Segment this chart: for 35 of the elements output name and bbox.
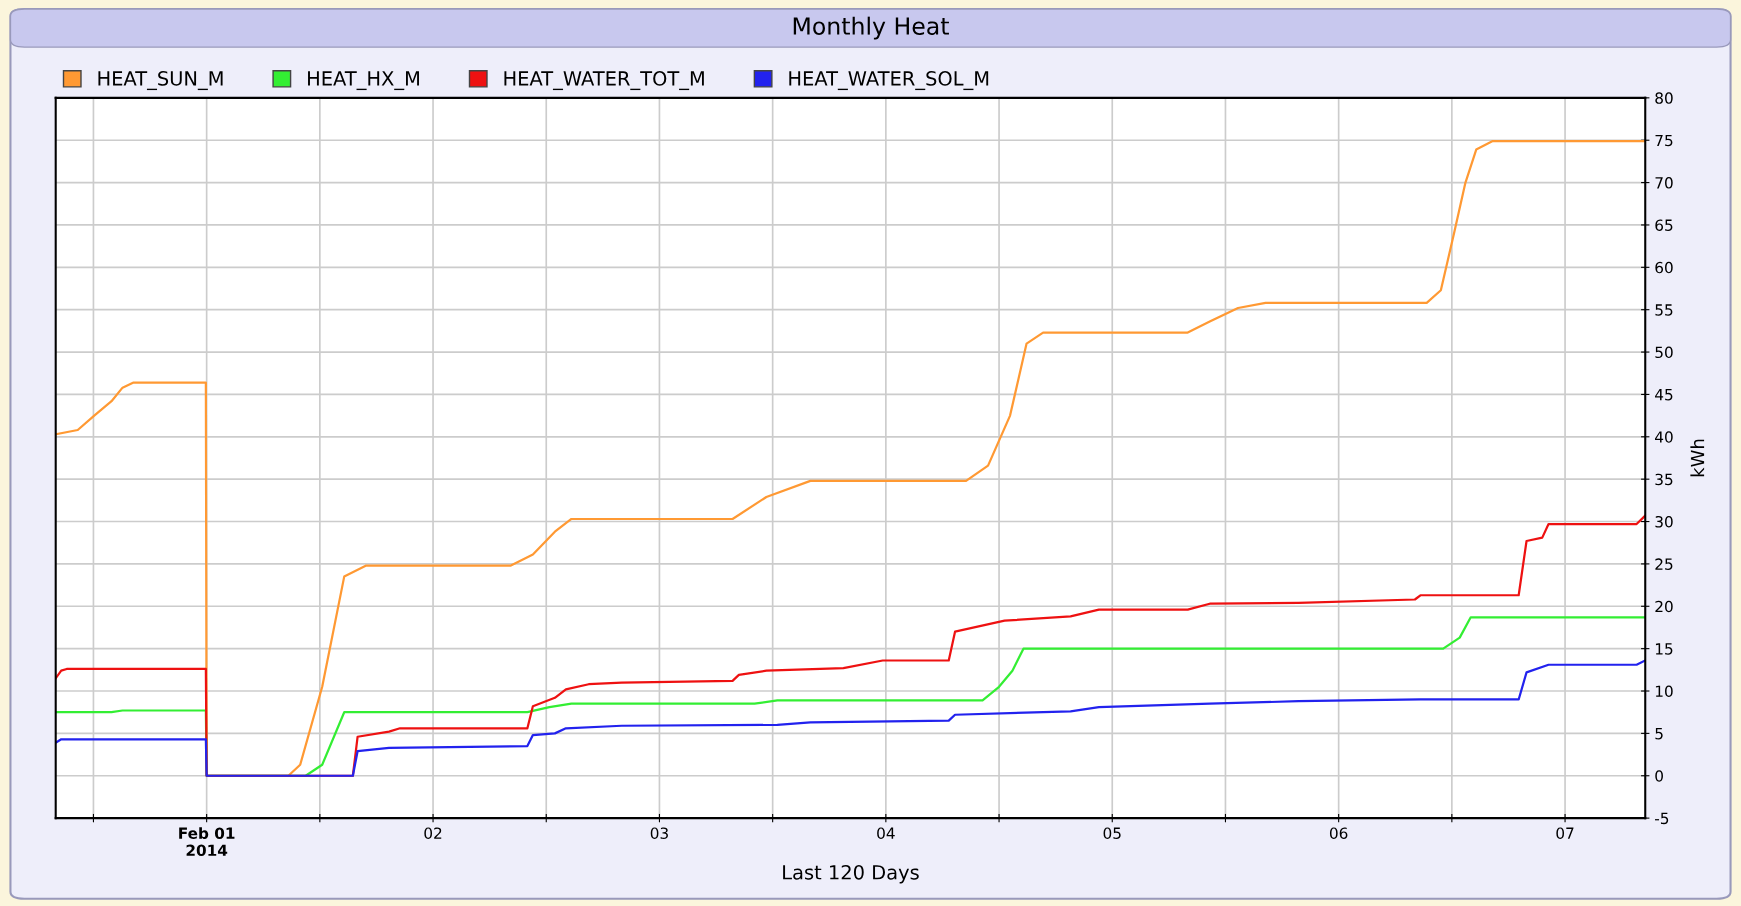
legend-label: HEAT_WATER_TOT_M <box>504 71 704 91</box>
x-tick-label: 06 <box>1329 827 1348 839</box>
y-tick-label: 55 <box>1655 304 1673 316</box>
legend-label: HEAT_WATER_SOL_M <box>789 71 989 91</box>
x-axis-title: Last 120 Days <box>783 864 919 884</box>
y-tick-label: -5 <box>1655 812 1669 825</box>
x-tick-label: 07 <box>1556 827 1574 839</box>
y-tick-label: 50 <box>1655 346 1673 359</box>
legend-label: HEAT_SUN_M <box>98 71 223 91</box>
y-tick-label: 80 <box>1655 92 1673 104</box>
y-tick-label: 10 <box>1655 685 1673 698</box>
y-tick-label: 30 <box>1655 516 1673 528</box>
chart-title: Monthly Heat <box>793 16 949 40</box>
y-axis-title: kWh <box>1690 439 1705 477</box>
y-tick-label: 35 <box>1655 473 1673 486</box>
y-tick-label: 75 <box>1655 134 1673 147</box>
x-tick-label: Feb 01 2014 <box>179 827 235 857</box>
y-tick-label: 0 <box>1655 770 1663 782</box>
line-series <box>55 659 1646 777</box>
y-tick-label: 15 <box>1655 643 1673 655</box>
y-tick-label: 25 <box>1655 558 1673 570</box>
legend-label: HEAT_HX_M <box>308 71 419 91</box>
y-tick-label: 60 <box>1655 261 1673 274</box>
x-tick-label: 04 <box>877 827 895 839</box>
x-tick-label: 03 <box>650 827 668 839</box>
y-tick-label: 45 <box>1655 389 1673 401</box>
line-series <box>55 139 1646 777</box>
y-tick-label: 5 <box>1655 728 1663 740</box>
y-tick-label: 70 <box>1655 177 1673 189</box>
y-tick-label: 40 <box>1655 431 1673 443</box>
x-tick-label: 05 <box>1103 827 1121 839</box>
line-series <box>55 616 1646 777</box>
y-tick-label: 65 <box>1655 219 1673 231</box>
y-tick-label: 20 <box>1655 600 1673 613</box>
x-tick-label: 02 <box>424 827 442 839</box>
